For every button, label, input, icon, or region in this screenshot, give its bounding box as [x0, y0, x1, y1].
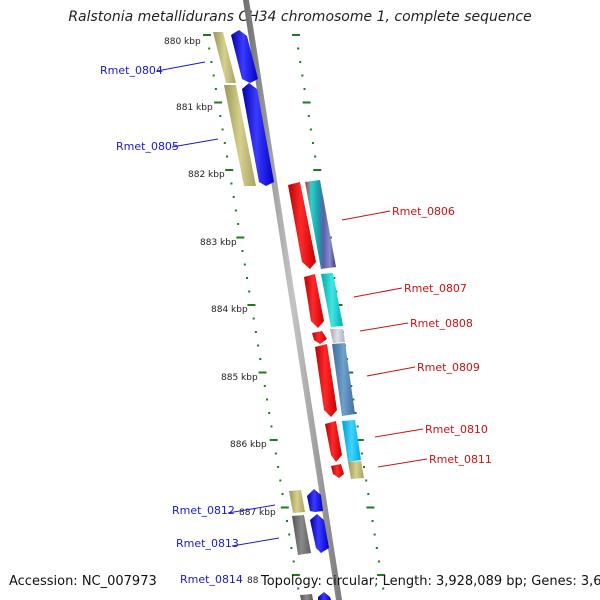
gene-rmet-0812-arrow[interactable] — [307, 489, 323, 512]
gene-rmet-0805-feature[interactable] — [224, 85, 256, 186]
label-rmet-0813[interactable]: Rmet_0813 — [176, 537, 239, 550]
gene-rmet-0813-arrow[interactable] — [310, 514, 329, 553]
gene-rmet-0808-feature[interactable] — [330, 329, 345, 343]
scale-label-888-partial: 88 — [247, 576, 259, 586]
scale-labels: 880 kbp 881 kbp 882 kbp 883 kbp 884 kbp … — [164, 37, 276, 586]
gene-rmet-0806[interactable] — [288, 180, 336, 269]
scale-label-884kbp: 884 kbp — [211, 305, 248, 315]
scale-label-886kbp: 886 kbp — [230, 440, 267, 450]
gene-rmet-0805-arrow[interactable] — [242, 83, 274, 186]
gene-rmet-0808-arrow[interactable] — [312, 331, 327, 344]
label-rmet-0808[interactable]: Rmet_0808 — [410, 317, 473, 330]
gene-rmet-0809-arrow[interactable] — [315, 344, 337, 417]
gene-rmet-0807-feature[interactable] — [321, 273, 343, 327]
gene-rmet-0808[interactable] — [312, 329, 345, 344]
gene-rmet-0814[interactable] — [300, 592, 331, 600]
gene-rmet-0806-arrow[interactable] — [288, 182, 316, 269]
gene-rmet-0807[interactable] — [304, 273, 343, 328]
gene-rmet-0814-feature[interactable] — [300, 594, 313, 600]
label-rmet-0811[interactable]: Rmet_0811 — [429, 453, 492, 466]
gene-rmet-0813-feature[interactable] — [292, 515, 311, 555]
leader-rmet-0804 — [156, 61, 206, 72]
scale-label-883kbp: 883 kbp — [200, 238, 237, 248]
leader-rmet-0810 — [374, 428, 424, 438]
gene-rmet-0810-arrow[interactable] — [325, 421, 342, 462]
gene-rmet-0809-feature[interactable] — [332, 343, 355, 416]
scale-label-885kbp: 885 kbp — [221, 373, 258, 383]
gene-rmet-0812[interactable] — [289, 489, 323, 513]
gene-rmet-0811-arrow[interactable] — [331, 464, 344, 478]
label-rmet-0805[interactable]: Rmet_0805 — [116, 140, 179, 153]
scale-label-887kbp: 887 kbp — [239, 508, 276, 518]
label-rmet-0807[interactable]: Rmet_0807 — [404, 282, 467, 295]
leader-rmet-0812 — [227, 504, 276, 514]
scale-label-880kbp: 880 kbp — [164, 37, 201, 47]
scale-label-881kbp: 881 kbp — [176, 103, 213, 113]
gene-rmet-0804-feature[interactable] — [213, 32, 236, 83]
label-rmet-0806[interactable]: Rmet_0806 — [392, 205, 455, 218]
leader-rmet-0805 — [171, 138, 219, 148]
label-rmet-0814[interactable]: Rmet_0814 — [180, 573, 243, 586]
gene-rmet-0807-arrow[interactable] — [304, 274, 324, 328]
label-rmet-0809[interactable]: Rmet_0809 — [417, 361, 480, 374]
map-title: Ralstonia metallidurans CH34 chromosome … — [68, 9, 532, 25]
gene-rmet-0809[interactable] — [315, 343, 355, 417]
label-rmet-0812[interactable]: Rmet_0812 — [172, 504, 235, 517]
leader-rmet-0811 — [377, 458, 428, 468]
scale-label-882kbp: 882 kbp — [188, 170, 225, 180]
gene-rmet-0805[interactable] — [224, 83, 274, 186]
gene-rmet-0814-arrow[interactable] — [318, 592, 331, 600]
gene-rmet-0804[interactable] — [213, 30, 258, 83]
gene-rmet-0810-feature[interactable] — [342, 420, 361, 462]
gene-rmet-0811-feature[interactable] — [348, 461, 364, 479]
accession-text: Accession: NC_007973 — [9, 574, 157, 589]
gene-rmet-0810[interactable] — [325, 420, 361, 462]
gene-rmet-0813[interactable] — [292, 514, 329, 555]
topology-summary: Topology: circular; Length: 3,928,089 bp… — [261, 574, 600, 589]
label-rmet-0804[interactable]: Rmet_0804 — [100, 64, 163, 77]
gene-rmet-0812-feature[interactable] — [289, 490, 305, 513]
label-rmet-0810[interactable]: Rmet_0810 — [425, 423, 488, 436]
gene-labels: Rmet_0804 Rmet_0805 Rmet_0806 Rmet_0807 … — [100, 64, 492, 586]
leader-rmet-0813 — [231, 537, 280, 547]
gene-rmet-0804-arrow[interactable] — [231, 30, 258, 83]
leader-rmet-0808 — [359, 322, 409, 332]
leader-rmet-0809 — [366, 366, 416, 377]
gene-rmet-0806-feature[interactable] — [305, 180, 336, 269]
label-leaders — [156, 61, 428, 547]
leader-rmet-0806 — [341, 210, 391, 221]
leader-rmet-0807 — [353, 287, 403, 298]
gene-rmet-0811[interactable] — [331, 461, 364, 479]
